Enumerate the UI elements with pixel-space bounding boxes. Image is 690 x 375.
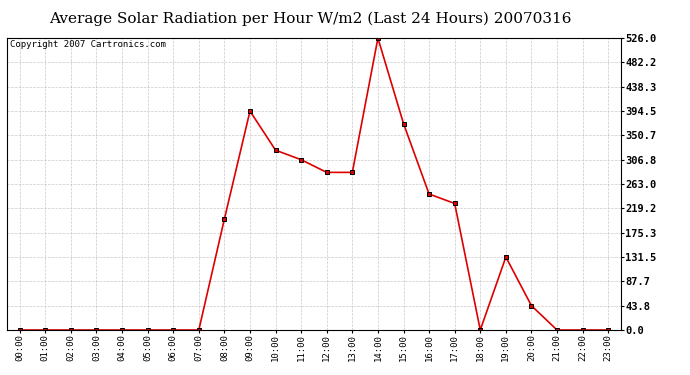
Text: Average Solar Radiation per Hour W/m2 (Last 24 Hours) 20070316: Average Solar Radiation per Hour W/m2 (L…	[49, 11, 572, 26]
Text: Copyright 2007 Cartronics.com: Copyright 2007 Cartronics.com	[10, 40, 166, 50]
